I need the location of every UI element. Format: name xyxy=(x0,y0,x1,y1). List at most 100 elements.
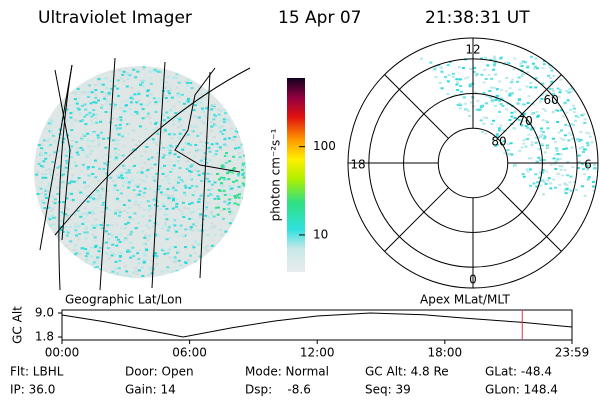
speckle xyxy=(197,171,201,174)
speckle xyxy=(68,182,72,185)
speckle xyxy=(120,120,124,123)
speckle xyxy=(193,251,197,254)
speckle xyxy=(102,221,106,224)
speckle xyxy=(68,218,72,221)
speckle xyxy=(204,116,208,119)
speckle xyxy=(136,171,140,174)
speckle xyxy=(60,104,64,107)
speckle xyxy=(111,71,115,73)
speckle xyxy=(225,154,229,157)
speckle xyxy=(70,124,73,127)
speckle xyxy=(522,103,526,106)
speckle xyxy=(177,251,181,253)
speckle xyxy=(91,173,95,175)
speckle xyxy=(561,174,564,177)
speckle xyxy=(221,133,225,135)
speckle xyxy=(76,107,80,110)
speckle xyxy=(87,185,91,187)
speckle xyxy=(213,136,216,139)
speckle xyxy=(126,99,130,102)
speckle xyxy=(73,225,77,228)
speckle xyxy=(79,198,82,201)
speckle xyxy=(118,233,122,236)
speckle xyxy=(69,240,73,243)
speckle xyxy=(549,77,552,80)
mlat-ring xyxy=(403,93,543,233)
speckle xyxy=(231,211,235,214)
speckle xyxy=(126,78,130,81)
speckle xyxy=(185,160,189,163)
speckle xyxy=(135,101,139,104)
speckle xyxy=(171,220,175,223)
speckle xyxy=(44,173,48,175)
speckle xyxy=(224,112,227,115)
speckle xyxy=(115,223,119,226)
speckle xyxy=(81,223,85,225)
speckle xyxy=(59,229,63,231)
speckle xyxy=(127,183,131,186)
speckle xyxy=(137,178,141,181)
speckle xyxy=(77,225,81,228)
speckle xyxy=(86,139,90,142)
speckle xyxy=(234,143,238,146)
speckle xyxy=(131,139,135,141)
speckle xyxy=(85,212,89,215)
speckle xyxy=(86,132,89,135)
speckle xyxy=(208,227,212,230)
speckle xyxy=(563,169,567,171)
speckle xyxy=(154,196,158,199)
polar-grid xyxy=(347,37,599,289)
speckle xyxy=(177,137,181,140)
speckle xyxy=(59,137,63,140)
speckle xyxy=(96,262,100,265)
speckle xyxy=(209,193,213,196)
speckle xyxy=(180,212,184,215)
speckle xyxy=(590,106,594,108)
speckle xyxy=(116,238,120,241)
speckle xyxy=(94,96,98,99)
speckle xyxy=(589,74,593,77)
speckle xyxy=(152,156,156,159)
speckle xyxy=(590,141,594,144)
speckle xyxy=(434,65,438,68)
speckle xyxy=(192,223,195,226)
speckle xyxy=(149,150,153,153)
speckle xyxy=(481,131,485,133)
speckle xyxy=(35,173,39,176)
speckle xyxy=(185,213,189,216)
speckle xyxy=(181,151,185,154)
speckle xyxy=(499,57,503,60)
mlt-label: 0 xyxy=(469,273,477,287)
speckle xyxy=(243,184,246,187)
speckle xyxy=(153,179,157,182)
speckle xyxy=(493,59,497,61)
speckle xyxy=(75,102,79,105)
speckle xyxy=(171,207,175,210)
speckle xyxy=(455,78,459,81)
speckle xyxy=(69,167,73,170)
speckle xyxy=(510,153,514,156)
speckle xyxy=(111,234,115,237)
speckle xyxy=(203,246,207,249)
speckle xyxy=(140,171,144,174)
speckle xyxy=(571,166,575,169)
speckle xyxy=(53,198,57,201)
speckle xyxy=(151,138,155,141)
speckle xyxy=(71,175,75,178)
speckle xyxy=(48,224,52,227)
speckle xyxy=(95,260,99,262)
speckle xyxy=(101,83,105,86)
speckle xyxy=(227,170,231,173)
speckle xyxy=(191,194,195,197)
speckle xyxy=(556,109,560,112)
speckle xyxy=(107,257,111,260)
status-field: GLon: 148.4 xyxy=(485,383,558,397)
speckle xyxy=(188,170,191,172)
speckle xyxy=(116,189,119,192)
speckle xyxy=(210,212,214,215)
speckle xyxy=(594,64,598,66)
speckle xyxy=(169,108,173,111)
speckle xyxy=(131,246,135,249)
speckle xyxy=(187,259,191,262)
speckle xyxy=(93,159,97,162)
